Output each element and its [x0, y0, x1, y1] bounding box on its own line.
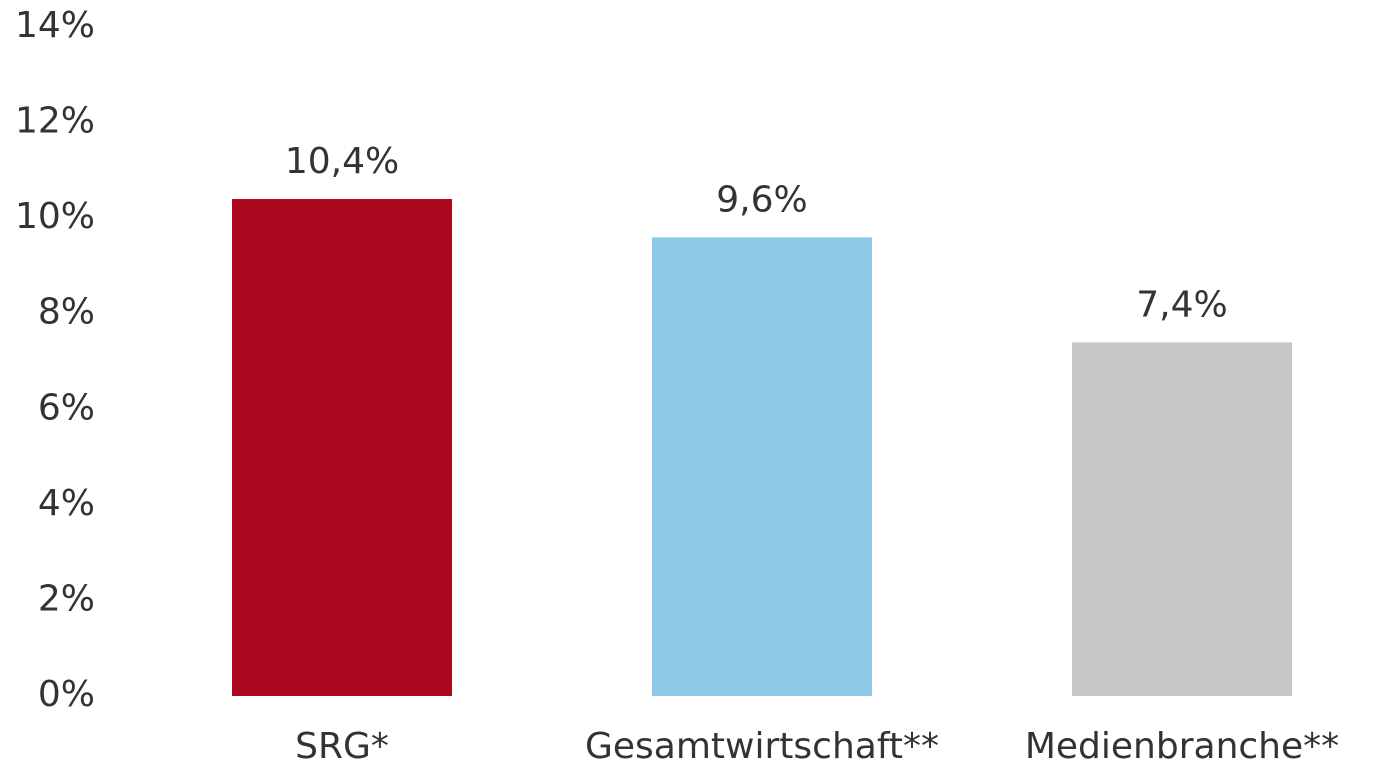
bar — [1072, 342, 1292, 696]
y-tick-label: 14% — [15, 5, 95, 46]
y-tick-label: 0% — [38, 674, 95, 715]
value-label: 10,4% — [285, 141, 399, 182]
value-label: 7,4% — [1136, 284, 1227, 325]
bar — [232, 199, 452, 696]
bar — [652, 237, 872, 696]
y-tick-label: 12% — [15, 101, 95, 142]
x-tick-label: SRG* — [295, 726, 389, 767]
y-tick-label: 4% — [38, 483, 95, 524]
x-tick-label: Gesamtwirtschaft** — [585, 726, 939, 767]
y-tick-label: 6% — [38, 387, 95, 428]
y-tick-label: 2% — [38, 578, 95, 619]
x-tick-label: Medienbranche** — [1025, 726, 1339, 767]
value-label: 9,6% — [716, 179, 807, 220]
y-tick-label: 10% — [15, 196, 95, 237]
y-tick-label: 8% — [38, 292, 95, 333]
